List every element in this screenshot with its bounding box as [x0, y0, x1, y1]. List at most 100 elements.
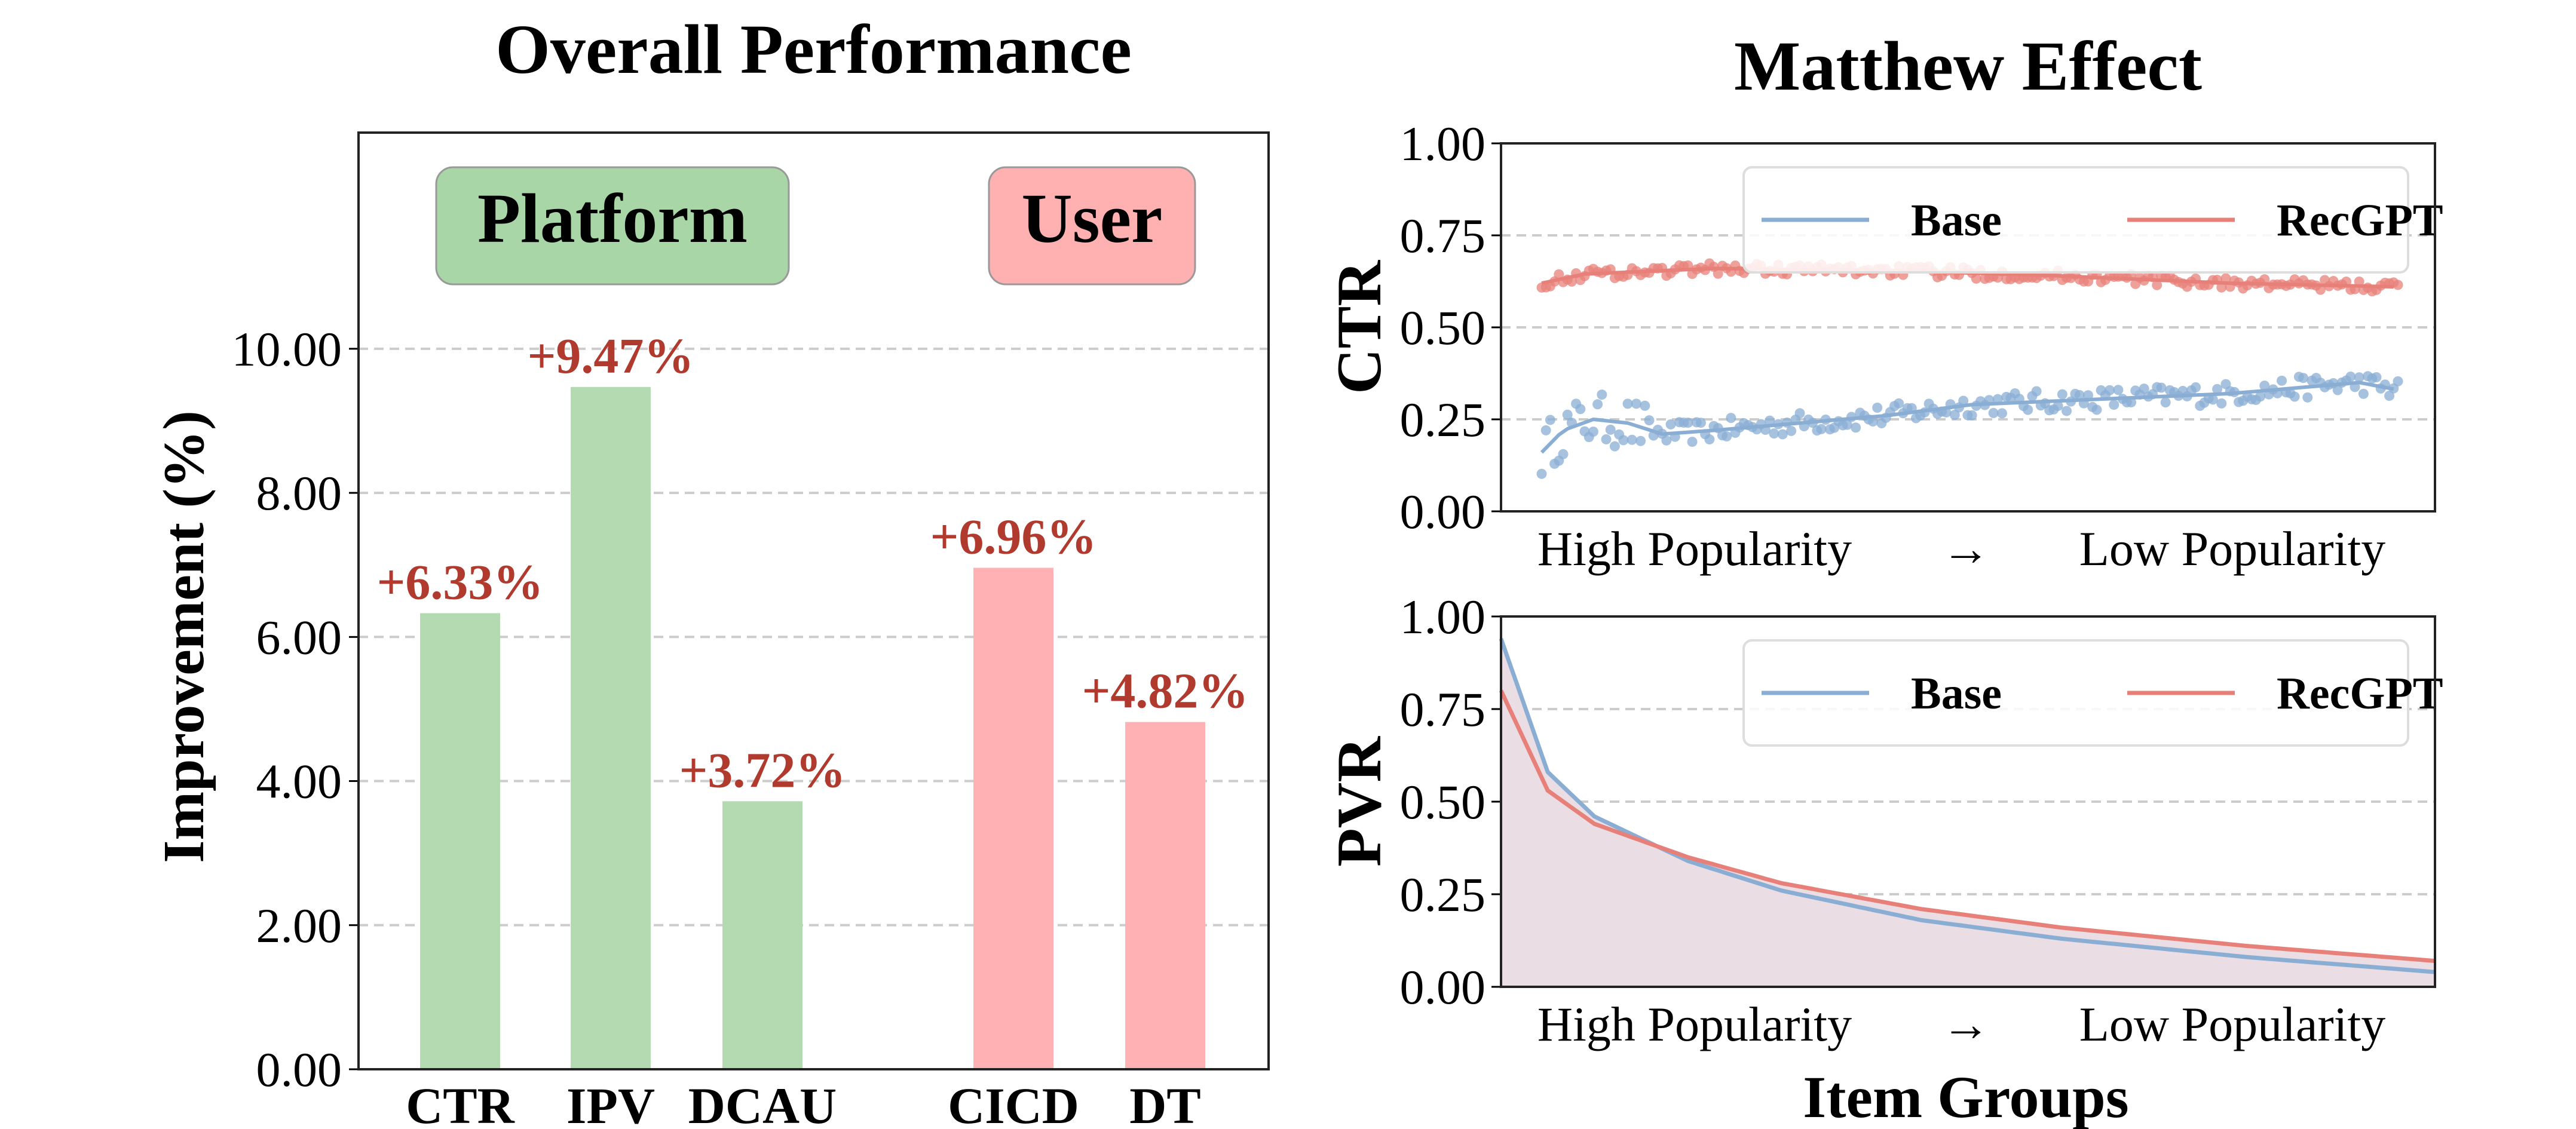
base-point: [1588, 427, 1598, 437]
bar: [1125, 722, 1205, 1069]
group-box: [988, 166, 1196, 286]
x-axis-label: Item Groups: [1803, 1064, 2128, 1129]
recgpt-point: [2354, 276, 2364, 287]
x-tick-label: DCAU: [688, 1077, 837, 1129]
y-tick-label: 0.75: [1400, 208, 1486, 263]
base-point: [2191, 382, 2201, 392]
base-point: [2091, 404, 2102, 415]
base-point: [1592, 399, 1603, 410]
group-label: User: [1022, 179, 1163, 257]
base-point: [2023, 404, 2033, 415]
base-point: [2298, 373, 2309, 384]
base-point: [2384, 391, 2395, 401]
base-point: [2371, 372, 2382, 383]
base-point: [1635, 435, 1646, 446]
base-point: [2358, 388, 2369, 399]
y-tick-label: 0.25: [1400, 867, 1486, 922]
bar-value-label: +6.96%: [930, 510, 1097, 565]
base-point: [1872, 403, 1883, 413]
x-label-high: High Popularity: [1537, 997, 1852, 1051]
base-point: [1769, 428, 1779, 439]
overall-performance-chart: Overall Performance 0.00 2.00 4.00 6.00 8.00 1…: [152, 10, 1270, 1129]
bar: [420, 613, 500, 1069]
base-point: [1997, 408, 2008, 419]
base-point: [2109, 400, 2119, 410]
base-point: [1988, 407, 1999, 418]
recgpt-point: [2220, 273, 2231, 284]
base-point: [1704, 434, 1715, 445]
y-tick-label: 8.00: [256, 466, 342, 520]
y-tick-label: 0.25: [1400, 392, 1486, 447]
base-point: [1597, 389, 1607, 400]
base-point: [2053, 400, 2063, 411]
recgpt-point: [2216, 282, 2227, 293]
recgpt-point: [1971, 273, 1981, 284]
base-point: [1665, 419, 1676, 429]
base-point: [1949, 409, 1960, 420]
base-point: [2345, 372, 2356, 382]
base-point: [2126, 397, 2137, 408]
base-point: [2062, 406, 2072, 416]
base-point: [1816, 424, 1827, 434]
base-point: [1562, 409, 1573, 420]
base-point: [1683, 418, 1693, 428]
x-label-high: High Popularity: [1537, 521, 1852, 576]
base-point: [1631, 398, 1641, 409]
base-point: [2354, 372, 2364, 383]
group-box: [435, 166, 790, 286]
base-point: [1605, 424, 1616, 435]
base-point: [1765, 415, 1775, 426]
y-tick-label: 2.00: [256, 898, 342, 953]
y-tick-label: 1.00: [1400, 590, 1486, 644]
base-point: [1601, 434, 1612, 444]
base-point: [2074, 389, 2085, 400]
y-tick-label: 4.00: [256, 754, 342, 809]
base-point: [1536, 468, 1547, 479]
base-point: [2289, 391, 2300, 402]
base-point: [1842, 419, 1852, 430]
recgpt-point: [2259, 274, 2270, 285]
legend-label: Base: [1911, 195, 2002, 246]
plot-frame: [1500, 142, 2436, 513]
bar-value-label: +9.47%: [528, 329, 694, 384]
base-point: [2057, 389, 2067, 400]
base-point: [1644, 415, 1655, 426]
base-point: [1851, 422, 1861, 433]
y-tick-label: 0.00: [256, 1042, 342, 1097]
base-point: [1777, 429, 1788, 440]
recgpt-point: [2393, 280, 2403, 290]
base-point: [1894, 398, 1904, 409]
base-point: [2105, 385, 2115, 395]
base-point: [1545, 415, 1555, 425]
base-point: [2031, 386, 2042, 397]
x-label-arrow: →: [1941, 997, 1990, 1051]
base-point: [2212, 384, 2223, 394]
bar-value-label: +4.82%: [1082, 664, 1249, 719]
legend-box: [1742, 166, 2409, 274]
base-point: [1558, 449, 1569, 459]
bar: [571, 386, 651, 1070]
recgpt-point: [2152, 280, 2163, 290]
base-point: [1575, 404, 1586, 415]
base-point: [1722, 431, 1732, 442]
legend-label: Base: [1911, 668, 2002, 719]
group-label: Platform: [477, 179, 748, 257]
y-tick-label: 10.00: [232, 322, 342, 376]
area-fill: [1501, 639, 2435, 987]
y-tick-label: 0.00: [1400, 960, 1486, 1014]
base-point: [1687, 437, 1698, 447]
chart-title: Overall Performance: [495, 10, 1132, 88]
x-tick-label: CICD: [948, 1077, 1079, 1129]
base-point: [1794, 408, 1805, 419]
y-tick-label: 0.50: [1400, 775, 1486, 829]
recgpt-line: [1499, 689, 2436, 964]
base-point: [1618, 435, 1629, 446]
x-label-low: Low Popularity: [2079, 521, 2385, 576]
base-point: [1640, 400, 1650, 411]
legend-box: [1742, 639, 2409, 747]
legend-label: RecGPT: [2277, 668, 2443, 719]
base-point: [1967, 410, 1977, 421]
base-point: [2259, 381, 2270, 391]
base-point: [1695, 418, 1706, 428]
